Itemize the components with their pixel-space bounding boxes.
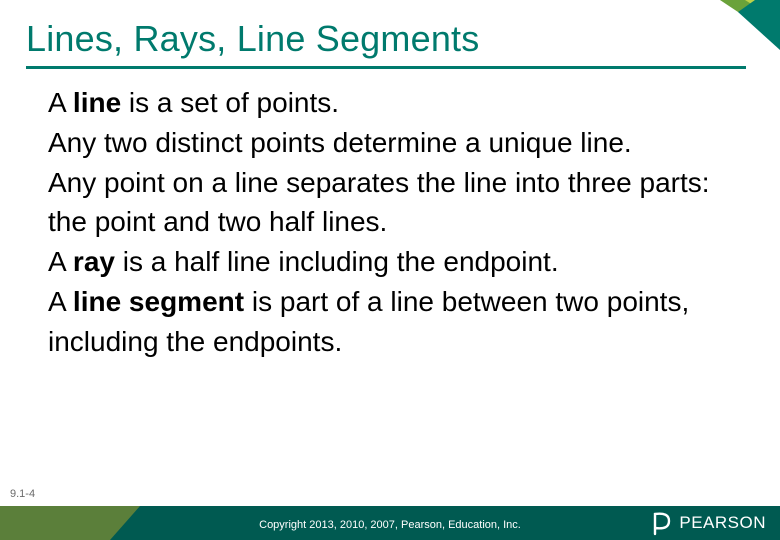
body-paragraph: A ray is a half line including the endpo… (48, 242, 740, 282)
text-run: Any two distinct points determine a uniq… (48, 127, 632, 158)
bold-term: line (73, 87, 121, 118)
text-run: A (48, 286, 73, 317)
pearson-logo: PEARSON (651, 510, 766, 536)
page-title: Lines, Rays, Line Segments (0, 0, 780, 66)
text-run: A (48, 87, 73, 118)
body-text: A line is a set of points. Any two distin… (0, 69, 780, 361)
body-paragraph: A line is a set of points. (48, 83, 740, 123)
text-run: is a set of points. (121, 87, 339, 118)
bold-term: ray (73, 246, 115, 277)
footer: Copyright 2013, 2010, 2007, Pearson, Edu… (0, 506, 780, 540)
text-run: is a half line including the endpoint. (115, 246, 559, 277)
pearson-logo-mark (651, 510, 673, 536)
body-paragraph: A line segment is part of a line between… (48, 282, 740, 362)
page-number: 9.1-4 (10, 488, 35, 500)
text-run: Any point on a line separates the line i… (48, 167, 710, 238)
body-paragraph: Any point on a line separates the line i… (48, 163, 740, 243)
corner-accent (690, 0, 780, 60)
bold-term: line segment (73, 286, 244, 317)
pearson-logo-text: PEARSON (679, 513, 766, 533)
text-run: A (48, 246, 73, 277)
body-paragraph: Any two distinct points determine a uniq… (48, 123, 740, 163)
